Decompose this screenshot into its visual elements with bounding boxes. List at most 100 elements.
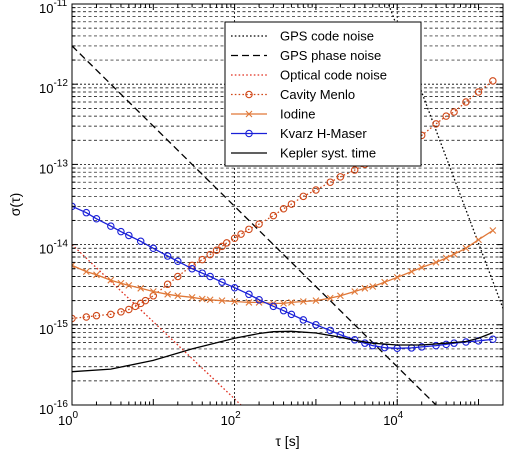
legend-item: Optical code noise [231, 68, 387, 83]
series-line-6 [72, 330, 494, 373]
data-point [299, 298, 307, 305]
data-point [93, 271, 100, 279]
data-point [312, 186, 320, 194]
data-point [188, 293, 196, 301]
legend-label: GPS phase noise [280, 48, 381, 63]
data-point [442, 340, 450, 349]
data-point [269, 302, 278, 311]
data-point [137, 284, 145, 292]
data-point [218, 242, 226, 251]
data-point [92, 215, 101, 223]
data-point [117, 279, 125, 287]
data-point [82, 208, 91, 217]
data-point [336, 331, 345, 339]
data-point [136, 237, 145, 246]
data-point [489, 335, 497, 344]
series-line-4 [72, 229, 494, 305]
legend-item: Iodine [231, 107, 315, 122]
data-point [337, 292, 344, 300]
data-point [312, 297, 320, 305]
legend-label: Cavity Menlo [280, 87, 355, 102]
series-line-2 [72, 244, 242, 405]
plot-frame [71, 3, 504, 406]
data-point [125, 231, 133, 240]
y-tick-label: 10-11 [39, 0, 68, 16]
y-tick-label: 10-14 [39, 239, 68, 257]
data-point [125, 282, 133, 289]
data-point [218, 297, 226, 305]
data-point [489, 77, 497, 85]
data-point [280, 299, 287, 307]
legend-label: Kvarz H-Maser [280, 126, 367, 141]
data-point [107, 310, 115, 319]
data-point [381, 278, 389, 286]
data-point [107, 276, 115, 284]
data-point [92, 311, 101, 320]
series-4 [72, 227, 497, 307]
data-point [361, 339, 369, 347]
data-point [117, 227, 125, 236]
data-point [269, 211, 278, 220]
y-tick-label: 10-12 [39, 78, 68, 96]
data-point [442, 254, 450, 262]
legend-item: GPS phase noise [231, 48, 381, 63]
data-point [336, 173, 345, 181]
x-tick-label: 102 [221, 410, 241, 428]
data-point [149, 288, 157, 295]
data-point [125, 305, 133, 314]
data-point [299, 316, 308, 324]
data-point [212, 246, 221, 255]
data-point [489, 227, 497, 234]
data-point [163, 280, 172, 289]
data-point [393, 274, 401, 281]
data-point [149, 292, 158, 300]
data-point [326, 294, 334, 302]
data-point [164, 290, 172, 298]
data-point [255, 220, 263, 228]
data-point [230, 234, 239, 242]
data-point [369, 283, 377, 290]
data-point [206, 272, 214, 281]
data-point [218, 278, 226, 286]
series-5 [72, 202, 497, 353]
data-point [361, 284, 369, 292]
data-point [72, 262, 76, 269]
data-point [418, 263, 426, 271]
data-point [237, 230, 245, 238]
data-point [474, 88, 483, 96]
legend-marker [245, 90, 253, 99]
legend-item: GPS code noise [231, 29, 374, 44]
data-point [245, 225, 253, 234]
data-point [432, 120, 440, 128]
data-point [163, 252, 172, 260]
data-point [149, 244, 158, 253]
data-point [198, 295, 206, 303]
legend-label: Iodine [280, 107, 315, 122]
data-point [312, 321, 320, 329]
data-point [368, 341, 377, 350]
data-point [350, 166, 359, 174]
series-line-1 [72, 45, 437, 405]
data-point [82, 313, 91, 321]
data-point [174, 292, 182, 300]
y-tick-label: 10-13 [39, 158, 68, 176]
data-point [450, 108, 458, 116]
x-axis-label: τ [s] [275, 433, 299, 449]
data-point [174, 272, 182, 281]
data-point [255, 296, 263, 304]
data-point [279, 306, 288, 315]
y-tick-label: 10-16 [39, 399, 68, 417]
legend-item: Kepler syst. time [231, 146, 376, 161]
data-point [107, 222, 115, 230]
data-point [231, 298, 238, 305]
data-point [279, 204, 288, 213]
data-point [432, 259, 440, 266]
legend-marker [245, 110, 253, 118]
data-point [462, 244, 470, 252]
x-tick-label: 100 [58, 410, 78, 428]
data-point [188, 264, 196, 273]
data-point [475, 236, 482, 244]
data-point [198, 269, 207, 277]
data-point [299, 192, 308, 201]
